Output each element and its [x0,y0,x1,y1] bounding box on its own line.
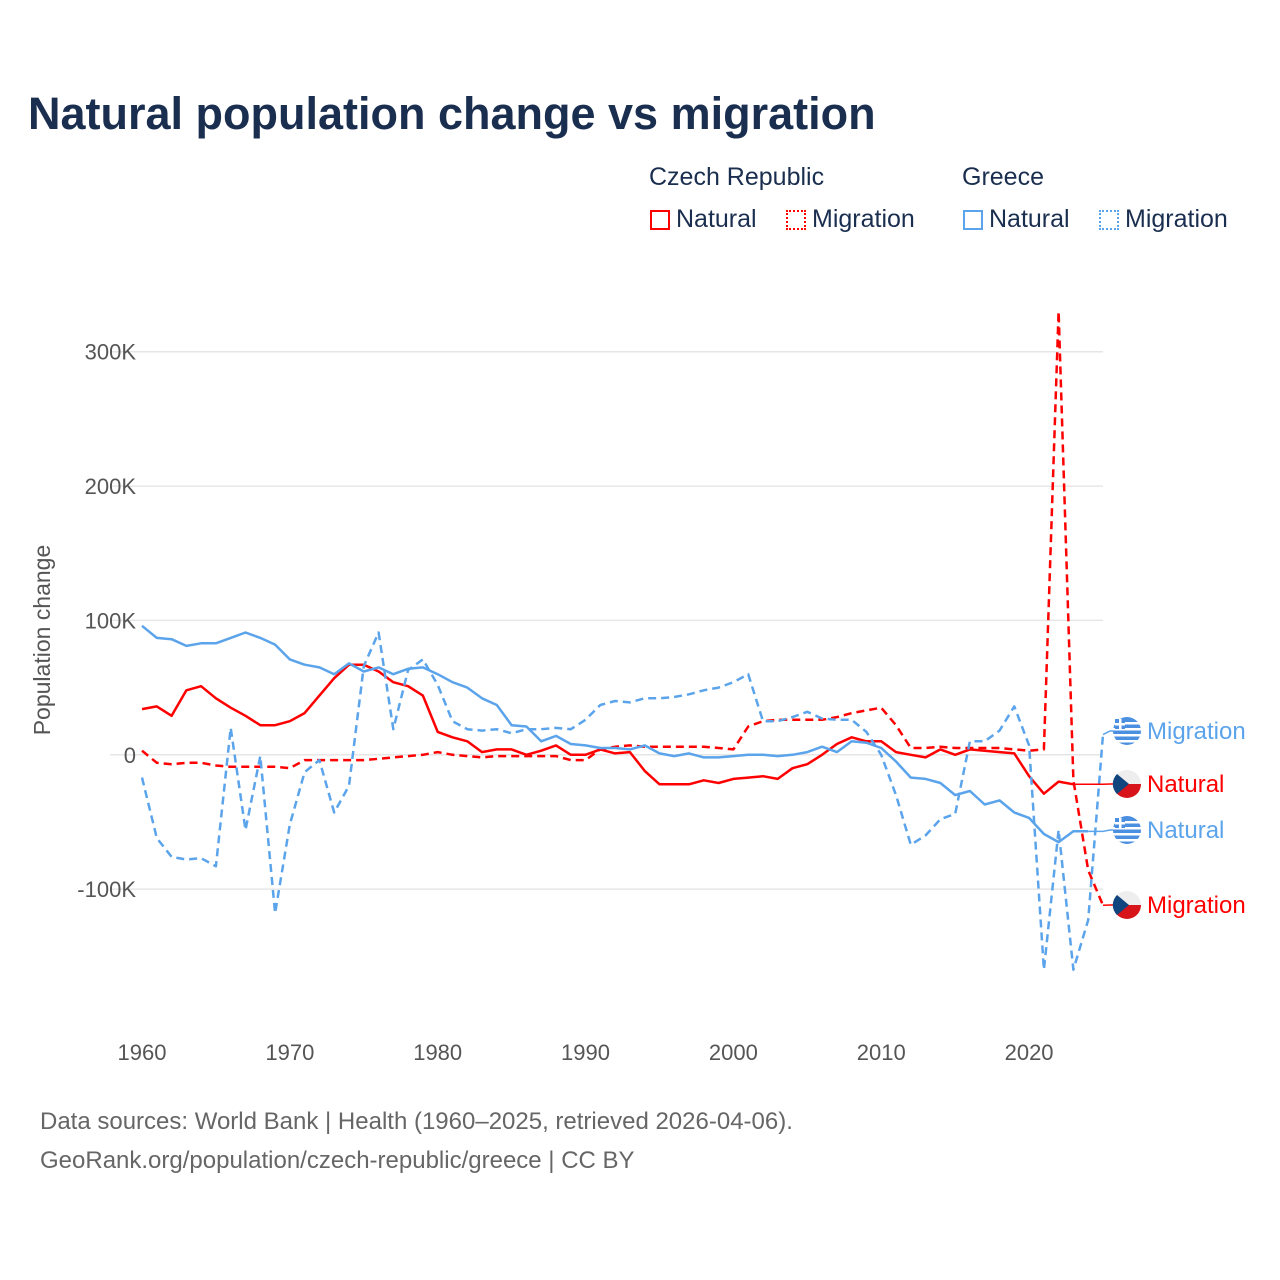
flag-stripe [1113,833,1141,836]
legend-swatch-dotted [786,209,806,230]
legend-swatch-solid [650,209,670,230]
legend-label: Natural [989,205,1070,233]
legend-item-czech-natural[interactable]: Natural [650,205,757,234]
y-axis-label: Population change [29,545,55,736]
y-tick-label: 200K [85,474,137,499]
legend-group-czech: Czech Republic [649,163,825,191]
flag-stripe [1113,740,1141,743]
greece-flag-icon [1113,816,1141,844]
legend-item-greece-natural[interactable]: Natural [963,205,1070,234]
legend-item-greece-migration[interactable]: Migration [1099,205,1228,234]
x-tick-label: 1990 [561,1040,610,1065]
greece-flag-icon [1113,717,1141,745]
end-label-migration: Migration [1147,718,1246,745]
legend-label: Migration [1125,205,1228,233]
chart-title: Natural population change vs migration [28,88,876,139]
series-line-czech-republic-natural [141,663,1074,795]
series-line-czech-republic-migration [141,310,1105,906]
y-tick-label: 100K [85,608,137,633]
flag-stripe [1113,734,1141,737]
y-tick-label: 0 [124,743,136,768]
legend-item-czech-migration[interactable]: Migration [786,205,915,234]
end-label-natural: Natural [1147,817,1224,844]
end-label-migration: Migration [1147,892,1246,919]
flag-stripe [1113,728,1141,731]
legend-swatch-solid [963,209,983,230]
x-tick-label: 1960 [118,1040,167,1065]
footer-attribution: GeoRank.org/population/czech-republic/gr… [40,1147,635,1174]
x-tick-label: 2020 [1005,1040,1054,1065]
legend-swatch-dotted [1099,209,1119,230]
x-tick-label: 1970 [265,1040,314,1065]
flag-stripe [1113,839,1141,842]
x-tick-label: 2010 [857,1040,906,1065]
czech-flag-icon [1112,891,1141,919]
flag-stripe [1113,722,1141,725]
flag-stripe [1113,827,1141,830]
flag-blue [1112,774,1129,794]
legend-label: Natural [676,205,757,233]
end-label-natural: Natural [1147,771,1224,798]
flag-blue [1112,895,1129,915]
series-line-greece-migration [140,631,1105,971]
y-tick-label: -100K [77,877,136,902]
legend-label: Migration [812,205,915,233]
series-line-greece-natural [141,624,1089,844]
flag-stripe [1113,821,1141,824]
flag-cross [1115,822,1125,825]
legend-group-greece: Greece [962,163,1044,191]
x-tick-label: 2000 [709,1040,758,1065]
y-tick-label: 300K [85,340,137,365]
flag-cross [1115,723,1125,726]
czech-flag-icon [1112,770,1141,798]
footer-sources: Data sources: World Bank | Health (1960–… [40,1108,793,1135]
x-tick-label: 1980 [413,1040,462,1065]
